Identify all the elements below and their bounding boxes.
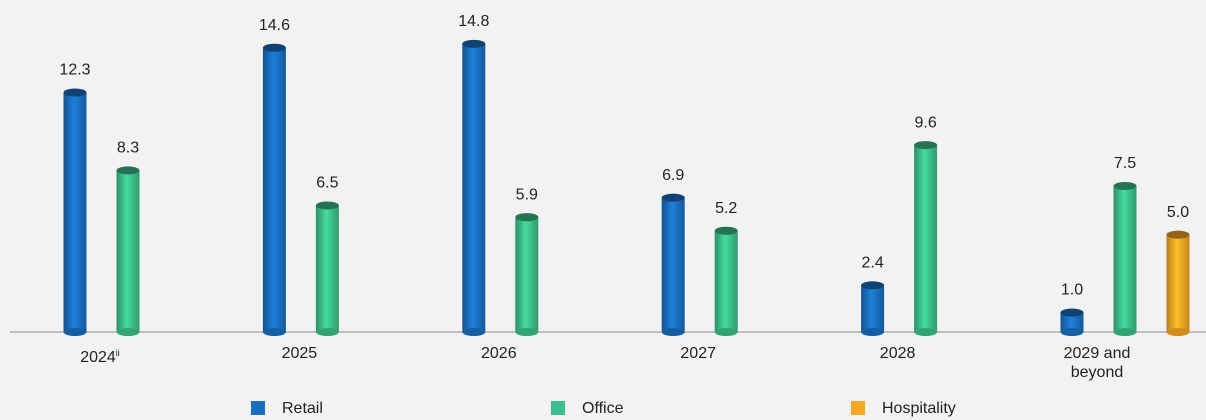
category-text: 2025 bbox=[281, 345, 318, 362]
bar bbox=[63, 88, 87, 336]
x-tick-label: 2027 bbox=[643, 344, 753, 363]
bar bbox=[1166, 230, 1190, 336]
bar-body bbox=[515, 217, 539, 332]
legend-swatch bbox=[851, 401, 865, 415]
bar-base bbox=[262, 328, 286, 336]
value-label: 5.9 bbox=[516, 186, 538, 203]
x-tick-label: 2025 bbox=[244, 344, 354, 363]
x-tick-label: 2028 bbox=[843, 344, 953, 363]
bar-body bbox=[262, 47, 286, 333]
x-tick-label: 2029 and beyond bbox=[1042, 344, 1152, 382]
bar-base bbox=[1166, 328, 1190, 336]
bar-base bbox=[914, 328, 938, 336]
bar bbox=[861, 281, 885, 336]
bar-cap bbox=[1166, 230, 1190, 239]
bar bbox=[116, 166, 140, 336]
bar bbox=[262, 43, 286, 336]
bar-base bbox=[861, 328, 885, 336]
bar-cap bbox=[661, 193, 685, 202]
bar-base bbox=[315, 328, 339, 336]
bar bbox=[315, 201, 339, 336]
bar-cap bbox=[315, 201, 339, 210]
value-label: 1.0 bbox=[1061, 282, 1083, 299]
bar-base bbox=[462, 328, 486, 336]
bar-body bbox=[861, 285, 885, 332]
footnote-marker: ii bbox=[115, 348, 120, 358]
bar-body bbox=[714, 230, 738, 332]
bar-body bbox=[63, 92, 87, 332]
bar-body bbox=[116, 170, 140, 332]
category-text: 2029 and beyond bbox=[1063, 345, 1131, 381]
value-label: 12.3 bbox=[59, 62, 90, 79]
bar bbox=[1113, 181, 1137, 336]
legend-label: Retail bbox=[282, 400, 323, 417]
legend-swatch bbox=[251, 401, 265, 415]
bar-base bbox=[515, 328, 539, 336]
bar-base bbox=[1113, 328, 1137, 336]
value-label: 7.5 bbox=[1114, 155, 1136, 172]
value-label: 6.5 bbox=[316, 175, 338, 192]
value-label: 5.0 bbox=[1167, 204, 1189, 221]
bar-base bbox=[1060, 328, 1084, 336]
value-label: 5.2 bbox=[715, 200, 737, 217]
bar bbox=[914, 141, 938, 336]
bar-body bbox=[1060, 312, 1084, 332]
bar-cap bbox=[914, 141, 938, 150]
bar-body bbox=[1113, 185, 1137, 332]
bar-cap bbox=[116, 166, 140, 175]
value-label: 9.6 bbox=[914, 114, 936, 131]
value-label: 8.3 bbox=[117, 140, 139, 157]
bar-cap bbox=[63, 88, 87, 97]
category-text: 2028 bbox=[879, 345, 916, 362]
value-label: 14.8 bbox=[458, 13, 489, 30]
legend-swatch bbox=[551, 401, 565, 415]
value-label: 2.4 bbox=[861, 254, 883, 271]
legend-label: Office bbox=[582, 400, 624, 417]
value-label: 6.9 bbox=[662, 167, 684, 184]
bar-body bbox=[661, 197, 685, 332]
bar-cap bbox=[861, 281, 885, 290]
category-text: 2026 bbox=[481, 345, 517, 362]
bar bbox=[714, 226, 738, 336]
bar bbox=[462, 39, 486, 336]
bar-body bbox=[1166, 234, 1190, 332]
bar-cap bbox=[515, 213, 539, 222]
bar-base bbox=[116, 328, 140, 336]
bar-body bbox=[914, 145, 938, 332]
bar-cap bbox=[462, 39, 486, 48]
bar bbox=[1060, 308, 1084, 336]
bar-body bbox=[462, 43, 486, 332]
value-label: 14.6 bbox=[259, 17, 290, 34]
x-tick-label: 2026 bbox=[444, 344, 554, 363]
bar-cap bbox=[1060, 308, 1084, 317]
legend-label: Hospitality bbox=[882, 400, 956, 417]
bar-base bbox=[63, 328, 87, 336]
category-text: 2027 bbox=[680, 345, 716, 362]
bar-base bbox=[661, 328, 685, 336]
bar bbox=[661, 193, 685, 336]
bar-cap bbox=[262, 43, 286, 52]
bar-base bbox=[714, 328, 738, 336]
bar-cap bbox=[714, 226, 738, 235]
category-text: 2024 bbox=[80, 349, 116, 366]
x-tick-label: 2024ii bbox=[45, 344, 155, 367]
bar-cap bbox=[1113, 181, 1137, 190]
bar bbox=[515, 213, 539, 336]
bar-body bbox=[315, 205, 339, 332]
